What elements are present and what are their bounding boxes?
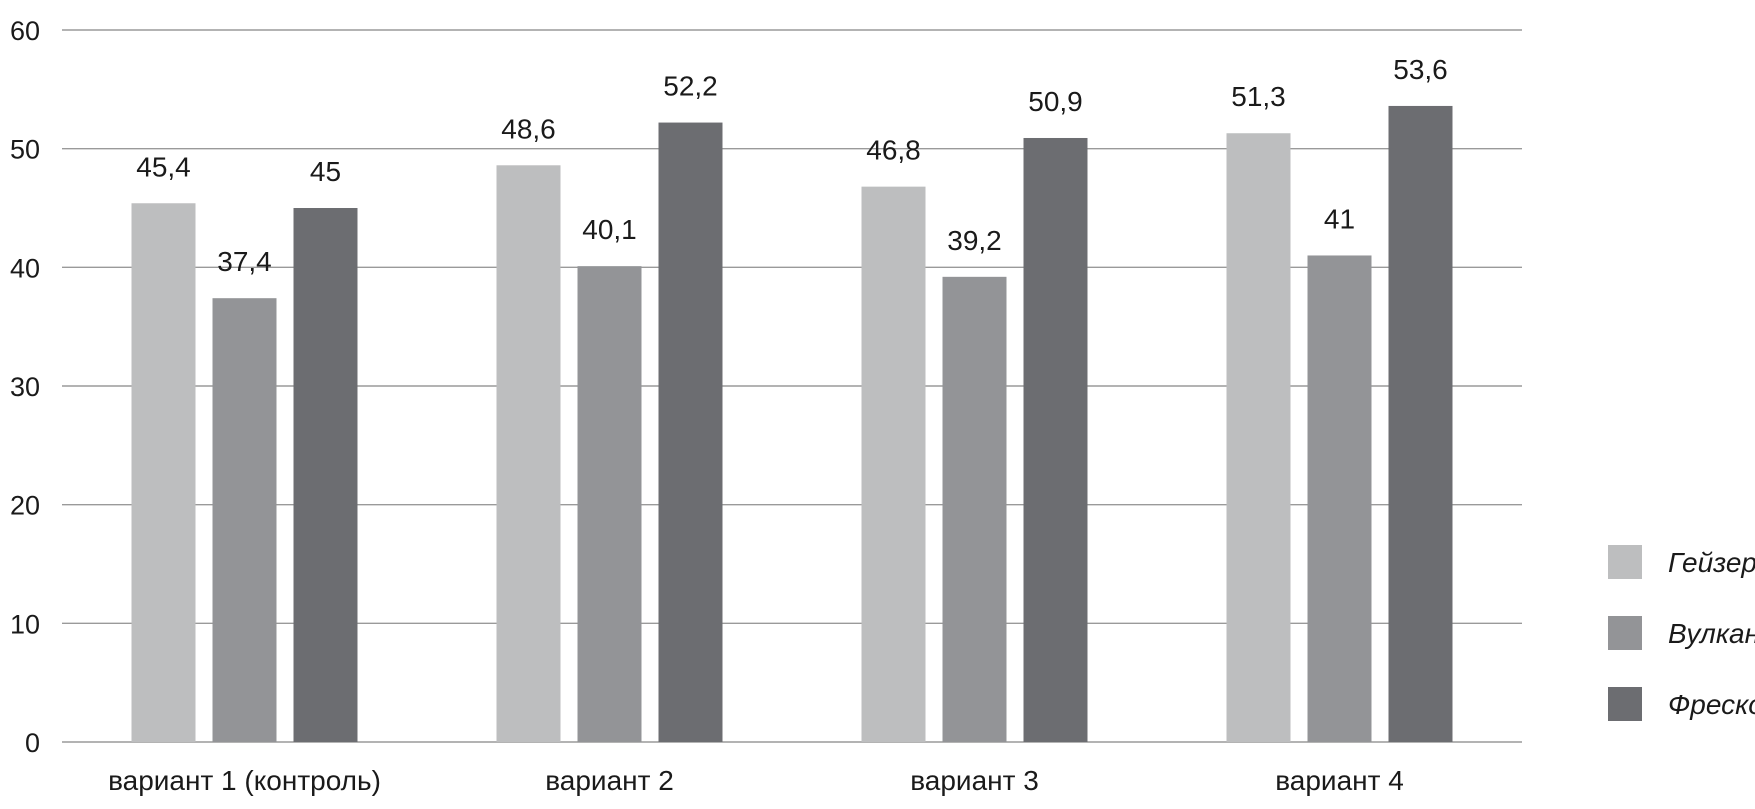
y-axis: 0 10 20 30 40 50 60	[10, 16, 40, 758]
data-label: 52,2	[663, 71, 718, 102]
bar	[131, 203, 196, 743]
bar	[496, 165, 561, 742]
bar	[577, 266, 642, 742]
x-category-label: вариант 2	[545, 765, 674, 796]
bars	[131, 105, 1453, 743]
legend-label: Гейзер	[1668, 547, 1755, 578]
bar	[212, 298, 277, 742]
data-label: 48,6	[501, 113, 556, 144]
legend-label: Фреско	[1668, 689, 1755, 720]
bar	[1226, 133, 1291, 743]
bar	[658, 122, 723, 742]
data-label: 45,4	[136, 151, 191, 182]
legend: Гейзер Вулкан Фреско	[1608, 545, 1755, 721]
y-tick-label: 50	[10, 135, 40, 165]
data-label: 41	[1324, 203, 1355, 234]
data-label: 46,8	[866, 135, 921, 166]
y-tick-label: 40	[10, 253, 40, 283]
data-labels: 45,4 37,4 45 48,6 40,1 52,2 46,8 39,2 50,9 51,3 41…	[136, 54, 1448, 277]
legend-swatch	[1608, 687, 1642, 721]
data-label: 50,9	[1028, 86, 1083, 117]
gridlines	[62, 29, 1522, 743]
bar	[942, 276, 1007, 742]
bar	[293, 208, 358, 742]
y-tick-label: 60	[10, 16, 40, 46]
bar	[1023, 137, 1088, 742]
x-category-label: вариант 3	[910, 765, 1039, 796]
y-tick-label: 10	[10, 609, 40, 639]
y-tick-label: 0	[25, 728, 40, 758]
legend-swatch	[1608, 545, 1642, 579]
bar	[1388, 105, 1453, 743]
data-label: 39,2	[947, 225, 1002, 256]
data-label: 40,1	[582, 214, 637, 245]
data-label: 37,4	[217, 246, 272, 277]
y-tick-label: 30	[10, 372, 40, 402]
y-tick-label: 20	[10, 491, 40, 521]
bar	[861, 186, 926, 742]
legend-swatch	[1608, 616, 1642, 650]
data-label: 51,3	[1231, 81, 1286, 112]
data-label: 45	[310, 156, 341, 187]
x-axis: вариант 1 (контроль) вариант 2 вариант 3 ва…	[108, 765, 1404, 796]
x-category-label: вариант 1 (контроль)	[108, 765, 381, 796]
x-category-label: вариант 4	[1275, 765, 1404, 796]
data-label: 53,6	[1393, 54, 1448, 85]
legend-label: Вулкан	[1668, 618, 1755, 649]
bar	[1307, 255, 1372, 742]
